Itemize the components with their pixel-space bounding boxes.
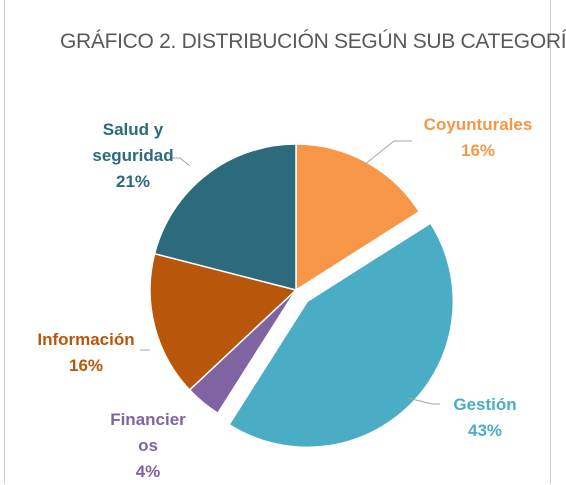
value-label: 16% xyxy=(68,356,104,375)
category-label: Financieros xyxy=(110,410,186,455)
value-label: 16% xyxy=(460,141,496,160)
category-label: Coyunturales xyxy=(423,115,533,134)
value-label: 4% xyxy=(135,462,161,481)
pie-slice xyxy=(149,252,298,392)
category-label: Salud y seguridad xyxy=(92,120,174,165)
value-label: 21% xyxy=(115,172,151,191)
leader-line xyxy=(363,140,412,166)
pie-slice xyxy=(295,143,421,292)
chart-title: GRÁFICO 2. DISTRIBUCIÓN SEGÚN SUB CATEGO… xyxy=(60,30,566,53)
data-label: Coyunturales 16% xyxy=(408,112,548,164)
pie-slice xyxy=(228,222,455,449)
data-label: Financieros 4% xyxy=(107,407,189,485)
leader-line xyxy=(407,397,440,405)
data-label: Información 16% xyxy=(16,327,156,379)
data-label: Salud y seguridad 21% xyxy=(78,117,188,195)
leader-line xyxy=(172,157,191,167)
data-label: Gestión 43% xyxy=(425,392,545,444)
pie xyxy=(149,143,455,449)
category-label: Información xyxy=(37,330,135,349)
category-label: Gestión xyxy=(453,395,517,414)
value-label: 43% xyxy=(467,421,503,440)
pie-slice xyxy=(153,143,297,291)
